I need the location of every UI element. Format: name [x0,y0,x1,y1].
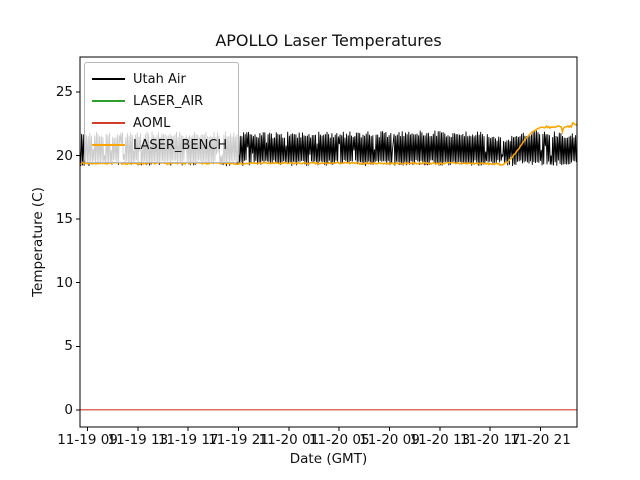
legend-label-laser-air: LASER_AIR [133,93,204,109]
legend-entry-aoml: AOML [92,112,230,134]
y-tick-label: 5 [64,338,73,355]
legend-box: Utah Air LASER_AIR AOML LASER_BENCH [84,62,239,163]
chart-title: APOLLO Laser Temperatures [215,31,442,50]
x-tick-label: 11-19 21 [208,432,269,448]
x-tick-label: 11-20 01 [258,432,320,448]
legend-line-sample-utah-air [92,78,125,80]
legend-entry-laser-air: LASER_AIR [92,90,230,112]
x-tick-label: 11-20 05 [308,432,370,448]
x-tick-label: 11-20 09 [359,432,420,448]
y-tick-label: 10 [55,274,73,291]
legend-label-laser-bench: LASER_BENCH [133,137,228,153]
legend-label-utah-air: Utah Air [133,71,186,87]
x-tick-label: 11-19 09 [57,432,118,448]
axes-spines [79,56,578,428]
y-tick-label: 0 [64,401,73,418]
y-tick-label: 20 [55,147,73,164]
legend-line-sample-aoml [92,122,125,124]
legend-label-aoml: AOML [133,115,171,131]
y-tick-label: 15 [55,211,73,228]
legend-entry-utah-air: Utah Air [92,68,230,90]
x-tick-label: 11-19 17 [157,432,219,448]
x-tick-label: 11-20 13 [409,432,471,448]
legend-line-sample-laser-air [92,100,125,102]
x-tick-label: 11-19 13 [107,432,169,448]
legend-line-sample-laser-bench [92,144,125,146]
x-axis-label: Date (GMT) [289,451,368,467]
legend-entry-laser-bench: LASER_BENCH [92,134,230,156]
y-tick-label: 25 [55,83,73,100]
x-tick-label: 11-20 21 [510,432,571,448]
x-tick-label: 11-20 17 [459,432,521,448]
